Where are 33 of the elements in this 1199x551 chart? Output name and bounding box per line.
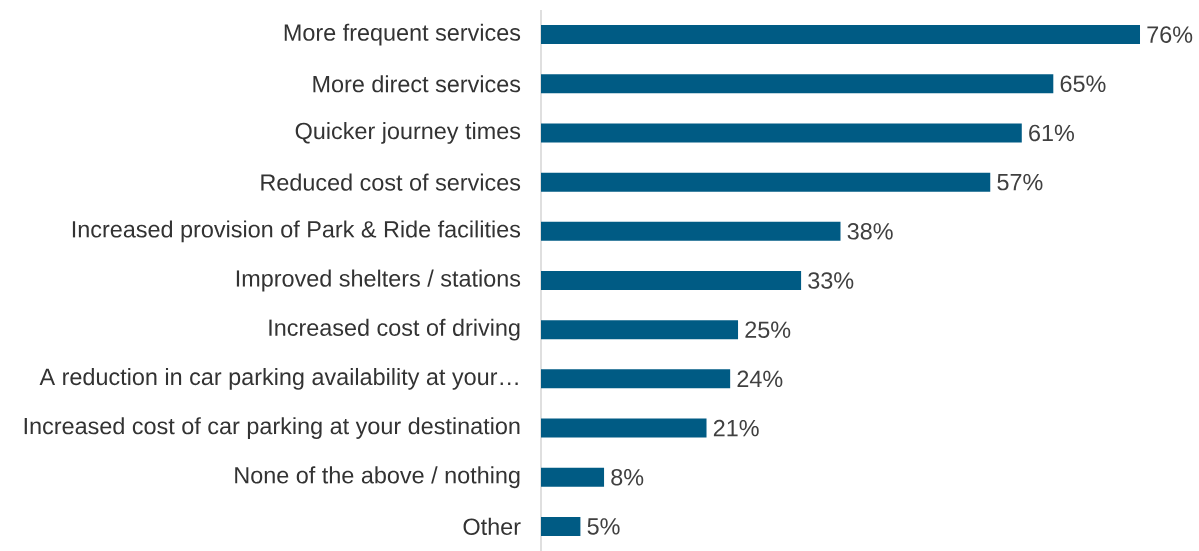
bar [541, 369, 731, 389]
bar [541, 467, 605, 487]
data-label: 76% [1147, 26, 1193, 43]
data-label: 5% [587, 518, 620, 535]
bar [541, 221, 841, 241]
y-tick-label: A reduction in car parking availability at your… [39, 367, 518, 390]
y-tick-label: More frequent services [284, 23, 521, 46]
data-label: 65% [1060, 75, 1106, 93]
bar [541, 172, 991, 192]
y-tick-label: Increased cost of driving [269, 318, 520, 341]
bar [541, 516, 581, 536]
data-label: 25% [745, 321, 791, 338]
y-tick-label: More direct services [313, 75, 521, 93]
bar [541, 271, 802, 290]
y-tick-label: Improved shelters / stations [236, 269, 521, 292]
y-tick-label: None of the above / nothing [235, 466, 520, 489]
y-tick-label: Increased provision of Park & Ride facilities [72, 220, 521, 243]
y-tick-label: Other [463, 517, 521, 536]
data-label: 61% [1029, 124, 1074, 142]
data-label: 21% [713, 419, 759, 437]
y-tick-label: Reduced cost of services [261, 173, 521, 191]
data-label: 33% [808, 272, 854, 289]
data-label: 8% [611, 468, 644, 486]
y-tick-label: Quicker journey times [295, 122, 521, 144]
bar [541, 74, 1054, 94]
data-label: 24% [737, 370, 783, 388]
bar [541, 418, 707, 438]
y-tick-label: Increased cost of car parking at your destination [24, 417, 520, 439]
bar [541, 320, 739, 340]
bar [541, 25, 1140, 45]
data-label: 57% [997, 173, 1043, 191]
data-label: 38% [847, 223, 893, 240]
bar [541, 123, 1022, 143]
